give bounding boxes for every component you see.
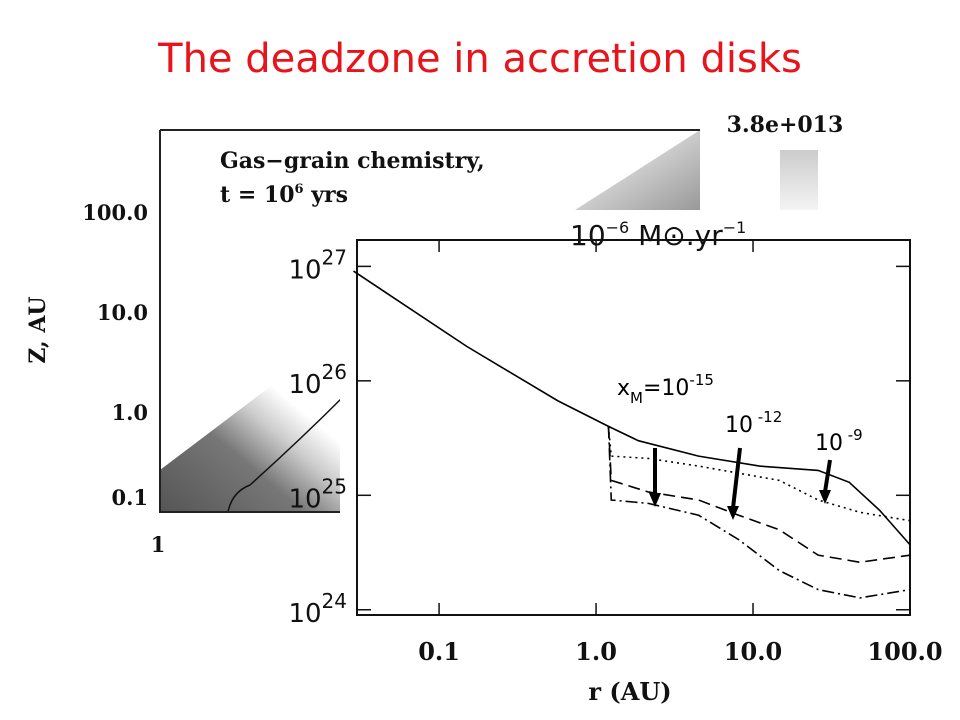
annotation: xM=10-15 (617, 371, 714, 407)
y-tick-label: 10.0 (97, 300, 148, 325)
x-tick-label: 1.0 (575, 637, 617, 666)
x-tick-label: 1 (151, 532, 166, 557)
plot: 0.1 1.0 10.0 100.01024102510261027xM=10-151… (288, 239, 943, 666)
annotation: 10 -9 (815, 426, 863, 456)
y-axis-label: Z, AU (25, 296, 51, 363)
colorbar (780, 150, 818, 210)
tick-base: 10 (288, 484, 321, 514)
line (607, 426, 911, 599)
colorbar-label: 3.8e+013 (727, 112, 844, 138)
slide-title: The deadzone in accretion disks (157, 36, 802, 82)
y-tick-label: 1025 (288, 474, 347, 514)
plot-frame (356, 239, 911, 616)
annotation-part: M (630, 389, 643, 407)
tick-exponent: 27 (322, 245, 347, 269)
tick-exponent: 26 (322, 360, 347, 384)
disk-shading-top (575, 130, 700, 210)
arrow-head (819, 490, 831, 504)
annotation-part: -12 (753, 408, 782, 426)
x-tick-label: 0.1 (418, 637, 460, 666)
y-tick-label: 0.1 (111, 485, 148, 510)
panel-title: t = 106 yrs (220, 182, 348, 208)
annotation-arrow (823, 459, 832, 493)
tick-base: 10 (288, 370, 321, 400)
tick-exponent: 25 (322, 474, 347, 498)
y-tick-label: 1027 (288, 245, 347, 285)
axes (159, 130, 345, 513)
y-tick-label: 100.0 (82, 200, 148, 225)
chart-subtitle: 10−6 M⊙.yr−1 (570, 218, 746, 252)
y-tick-label: 1.0 (111, 400, 148, 425)
annotation-part: =10 (643, 376, 689, 401)
tick-base: 10 (288, 255, 321, 285)
arrow-head (649, 493, 661, 507)
panel-title: Gas−grain chemistry, (220, 148, 485, 174)
x-tick-label: 100.0 (867, 637, 942, 666)
contour (227, 394, 346, 513)
annotation-part: 10 (725, 413, 753, 438)
tick-exponent: 24 (322, 589, 347, 613)
y-tick-label: 1024 (288, 589, 347, 629)
chart-panel (340, 212, 960, 720)
annotation-part: -15 (689, 371, 714, 389)
y-tick-label: 1026 (288, 360, 347, 400)
tick-base: 10 (288, 599, 321, 629)
annotation-part: 10 (815, 431, 843, 456)
x-axis-label: r (AU) (588, 677, 671, 706)
annotation: 10 -12 (725, 408, 782, 438)
line (353, 270, 911, 546)
annotation-arrow (731, 447, 742, 509)
background-chart: 3.8e+013 Gas−grain chemistry, t = 106 yr… (25, 112, 843, 557)
annotation-part: -9 (843, 426, 863, 444)
line (607, 426, 911, 564)
disk-shading (160, 330, 345, 512)
arrow-head (727, 506, 739, 520)
annotation-part: x (617, 376, 630, 401)
line (607, 426, 911, 522)
x-tick-label: 10.0 (724, 637, 782, 666)
